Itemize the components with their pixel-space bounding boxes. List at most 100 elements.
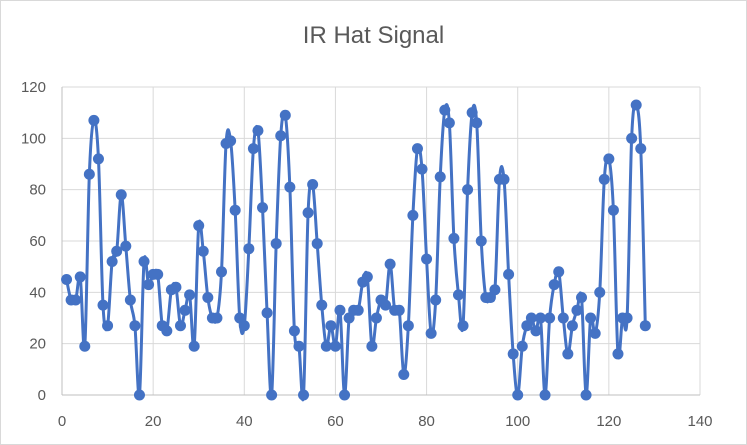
data-point — [243, 243, 255, 255]
y-tick-label: 0 — [38, 387, 46, 404]
chart-title: IR Hat Signal — [302, 22, 445, 49]
data-point — [580, 389, 592, 401]
data-point — [115, 189, 127, 201]
data-point — [334, 304, 346, 316]
data-point — [70, 294, 82, 306]
data-point — [275, 130, 287, 142]
data-point — [79, 340, 91, 352]
data-point — [111, 245, 123, 257]
data-point — [211, 312, 223, 324]
data-point — [197, 245, 209, 257]
data-point — [553, 266, 565, 278]
data-point — [612, 348, 624, 360]
y-tick-label: 20 — [29, 336, 46, 353]
data-point — [466, 107, 478, 119]
data-series — [61, 99, 651, 401]
data-point — [298, 389, 310, 401]
axes: 0 20 40 60 80 100 120 0 20 40 60 80 100 120 140 — [21, 79, 713, 430]
data-point — [106, 256, 118, 268]
data-point — [516, 340, 528, 352]
data-point — [124, 294, 136, 306]
data-point — [83, 168, 95, 180]
data-point — [138, 256, 150, 268]
data-point — [421, 253, 433, 265]
x-tick-label: 60 — [327, 413, 344, 430]
data-point — [407, 209, 419, 221]
data-point — [266, 389, 278, 401]
data-point — [238, 320, 250, 332]
data-point — [571, 304, 583, 316]
data-point — [512, 389, 524, 401]
data-point — [170, 281, 182, 293]
data-point — [635, 143, 647, 155]
data-point — [566, 320, 578, 332]
data-point — [320, 340, 332, 352]
x-tick-label: 140 — [687, 413, 712, 430]
data-point — [525, 312, 537, 324]
data-point — [225, 135, 237, 147]
data-point — [270, 238, 282, 250]
data-point — [247, 143, 259, 155]
data-point — [339, 389, 351, 401]
data-point — [193, 220, 205, 232]
data-point — [102, 320, 114, 332]
data-point — [489, 284, 501, 296]
data-point — [398, 368, 410, 380]
data-point — [576, 291, 588, 303]
data-point — [448, 232, 460, 244]
data-point — [589, 327, 601, 339]
data-point — [74, 271, 86, 283]
data-point — [88, 114, 100, 126]
x-tick-label: 100 — [505, 413, 530, 430]
x-tick-label: 0 — [58, 413, 66, 430]
data-point — [174, 320, 186, 332]
data-point — [61, 274, 73, 285]
gridlines — [62, 86, 701, 395]
x-tick-label: 20 — [145, 413, 162, 430]
data-point — [133, 389, 145, 401]
x-tick-label: 40 — [236, 413, 253, 430]
data-point — [498, 173, 510, 185]
data-point — [416, 163, 428, 175]
data-point — [311, 238, 323, 250]
data-point — [129, 320, 141, 332]
data-point — [325, 320, 337, 332]
data-point — [548, 279, 560, 291]
data-point — [503, 268, 515, 280]
x-tick-label: 80 — [418, 413, 435, 430]
data-point — [639, 320, 651, 332]
data-point — [161, 325, 173, 337]
data-point — [621, 312, 633, 324]
data-point — [261, 307, 273, 319]
data-point — [384, 258, 396, 270]
data-point — [439, 104, 451, 116]
data-point — [216, 266, 227, 278]
x-tick-label: 120 — [596, 413, 621, 430]
data-point — [471, 117, 483, 129]
data-point — [97, 299, 109, 311]
data-point — [535, 312, 546, 324]
data-point — [329, 340, 341, 352]
data-point — [229, 204, 241, 216]
data-point — [366, 340, 378, 352]
data-point — [92, 153, 104, 165]
y-tick-label: 40 — [29, 284, 46, 301]
data-point — [179, 304, 191, 316]
data-point — [475, 235, 487, 247]
data-point — [316, 299, 328, 311]
data-point — [557, 312, 569, 324]
data-point — [402, 320, 414, 332]
y-tick-label: 80 — [29, 182, 46, 199]
data-point — [411, 143, 423, 155]
data-point — [152, 268, 164, 280]
data-point — [443, 117, 455, 129]
data-point — [630, 99, 642, 111]
data-point — [452, 289, 464, 301]
data-point — [507, 348, 519, 360]
data-point — [307, 179, 319, 191]
data-point — [434, 171, 446, 183]
data-point — [530, 325, 542, 337]
data-point — [284, 181, 296, 193]
data-point — [626, 132, 638, 144]
y-tick-label: 100 — [21, 130, 46, 147]
